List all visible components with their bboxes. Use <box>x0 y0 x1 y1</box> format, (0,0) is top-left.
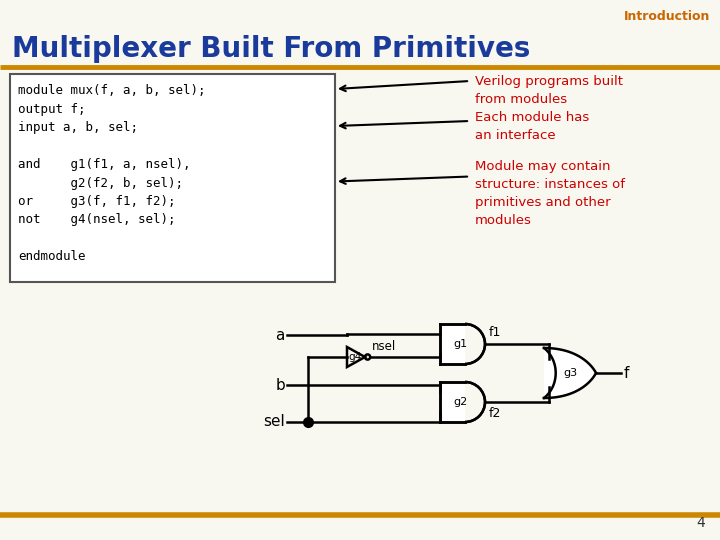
Text: module mux(f, a, b, sel);: module mux(f, a, b, sel); <box>18 84 205 97</box>
FancyBboxPatch shape <box>440 382 465 422</box>
Text: or     g3(f, f1, f2);: or g3(f, f1, f2); <box>18 195 176 208</box>
Text: f2: f2 <box>489 407 501 420</box>
Text: Verilog programs built
from modules
Each module has
an interface: Verilog programs built from modules Each… <box>475 75 623 142</box>
Text: f: f <box>624 366 629 381</box>
Text: f1: f1 <box>489 326 501 339</box>
Text: input a, b, sel;: input a, b, sel; <box>18 121 138 134</box>
FancyBboxPatch shape <box>440 324 465 364</box>
Text: and    g1(f1, a, nsel),: and g1(f1, a, nsel), <box>18 158 191 171</box>
Text: g1: g1 <box>453 339 467 349</box>
Text: not    g4(nsel, sel);: not g4(nsel, sel); <box>18 213 176 226</box>
Polygon shape <box>544 348 596 398</box>
Text: 4: 4 <box>696 516 705 530</box>
Text: g3: g3 <box>563 368 577 378</box>
Text: Multiplexer Built From Primitives: Multiplexer Built From Primitives <box>12 35 531 63</box>
Text: g2(f2, b, sel);: g2(f2, b, sel); <box>18 177 183 190</box>
Text: g2: g2 <box>453 397 467 407</box>
Text: endmodule: endmodule <box>18 251 86 264</box>
Text: b: b <box>275 377 285 393</box>
Text: Module may contain
structure: instances of
primitives and other
modules: Module may contain structure: instances … <box>475 160 625 227</box>
Text: output f;: output f; <box>18 103 86 116</box>
Text: a: a <box>276 327 285 342</box>
Text: g4: g4 <box>348 352 361 362</box>
Text: nsel: nsel <box>372 340 397 353</box>
Text: Introduction: Introduction <box>624 10 710 23</box>
FancyBboxPatch shape <box>10 74 335 282</box>
Text: sel: sel <box>264 415 285 429</box>
